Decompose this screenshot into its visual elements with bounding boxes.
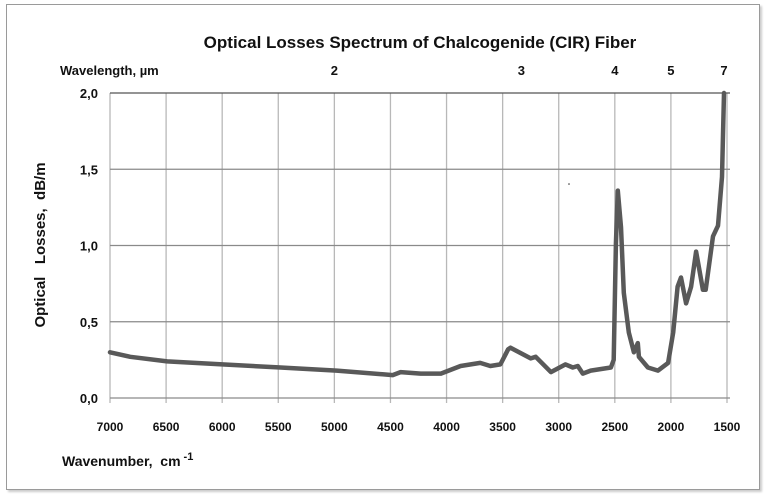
y-tick-label: 0,5 <box>80 315 98 330</box>
x-tick-label: 2000 <box>658 420 685 434</box>
x-tick-label: 7000 <box>97 420 124 434</box>
x-axis-label: Wavenumber, cm -1 <box>62 451 193 469</box>
loss-spectrum-line <box>107 90 727 378</box>
top-tick-label: 5 <box>667 63 674 78</box>
x-tick-label: 5500 <box>265 420 292 434</box>
x-tick-label: 1500 <box>714 420 741 434</box>
series <box>107 90 727 378</box>
x-tick-label: 4500 <box>377 420 404 434</box>
x-tick-labels: 7000 6500 6000 5500 5000 4500 4000 3500 3000 2500… <box>97 420 741 434</box>
x-tick-label: 6500 <box>153 420 180 434</box>
x-tick-label: 3500 <box>489 420 516 434</box>
x-tick-label: 5000 <box>321 420 348 434</box>
x-axis-label-superscript: -1 <box>184 451 194 463</box>
top-tick-label: 3 <box>518 63 525 78</box>
y-axis-label: Optical Losses, dB/m <box>32 162 49 327</box>
y-tick-label: 2,0 <box>80 86 98 101</box>
x-tick-label: 3000 <box>545 420 572 434</box>
x-tick-label: 2500 <box>601 420 628 434</box>
stray-dot <box>568 183 570 185</box>
y-tick-labels: 0,0 0,5 1,0 1,5 2,0 <box>80 86 98 406</box>
x-tick-label: 4000 <box>433 420 460 434</box>
chart-title: Optical Losses Spectrum of Chalcogenide … <box>204 33 637 52</box>
y-tick-label: 1,5 <box>80 162 98 177</box>
y-tick-label: 1,0 <box>80 239 98 254</box>
x-axis-label-text: Wavenumber, cm <box>62 453 181 469</box>
top-tick-labels: 2 3 4 5 7 <box>331 63 728 78</box>
x-tick-label: 6000 <box>209 420 236 434</box>
top-axis-label: Wavelength, µm <box>60 63 159 78</box>
chart-frame <box>6 4 760 490</box>
top-tick-label: 7 <box>720 63 727 78</box>
top-tick-label: 4 <box>611 63 619 78</box>
y-tick-label: 0,0 <box>80 391 98 406</box>
top-tick-label: 2 <box>331 63 338 78</box>
